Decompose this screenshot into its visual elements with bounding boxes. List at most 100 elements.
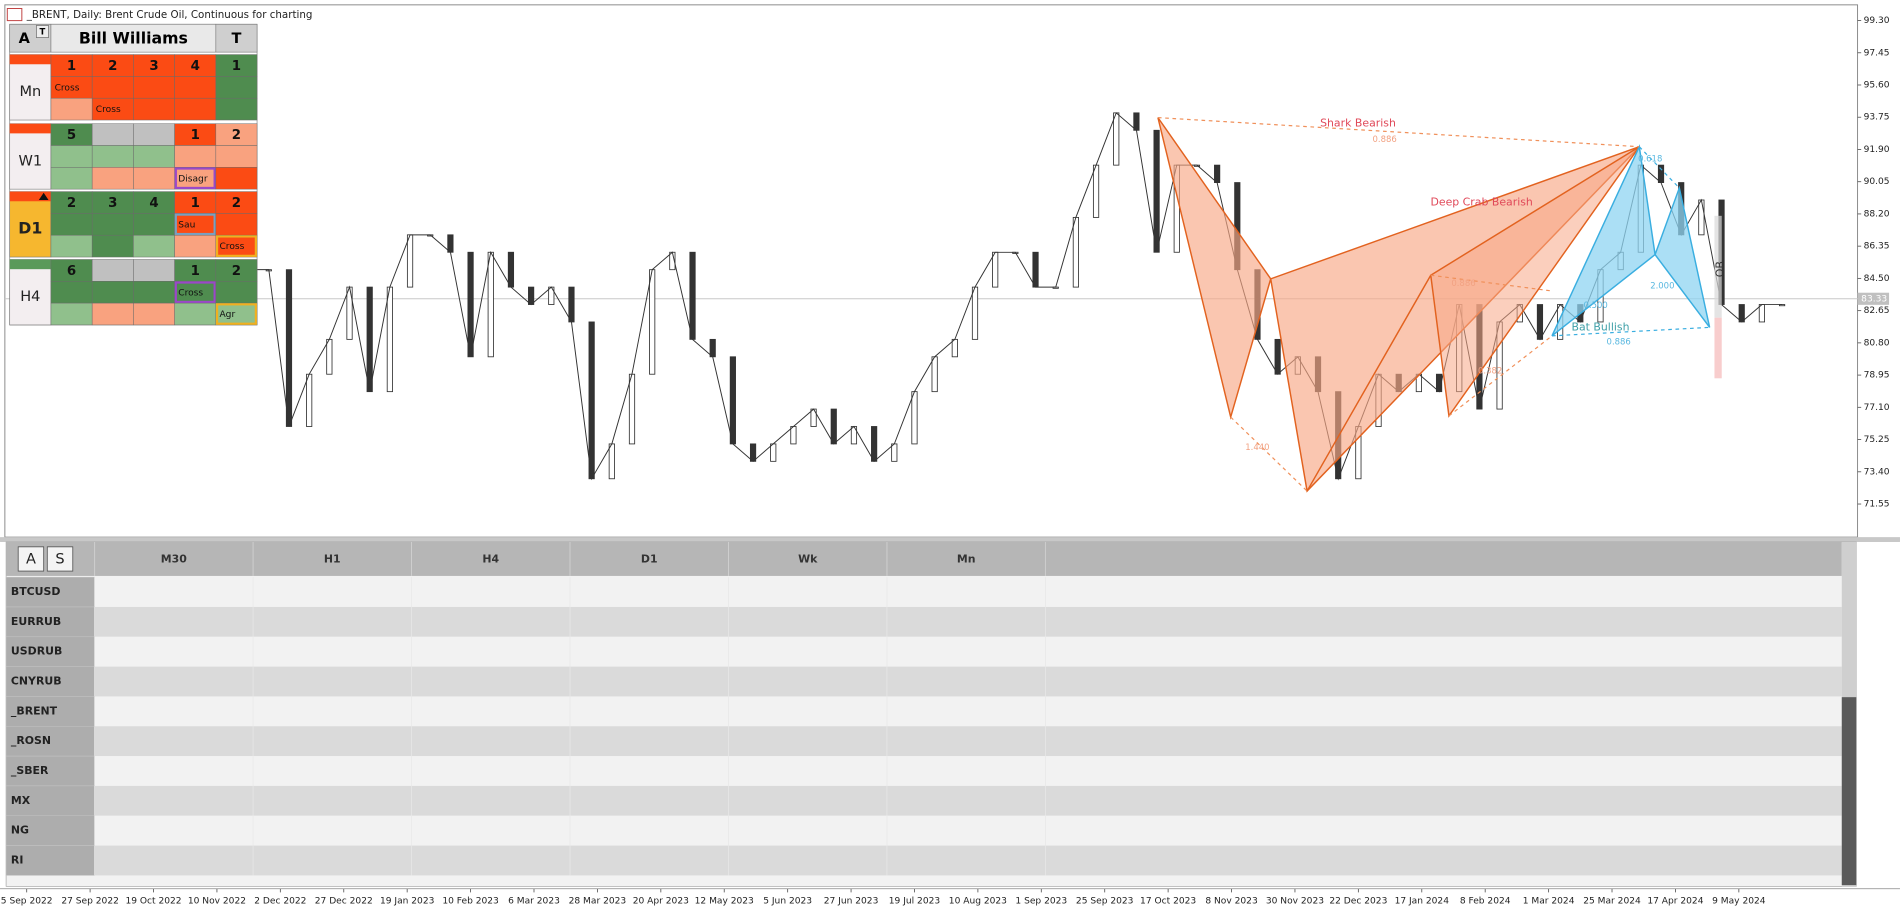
candle-body xyxy=(366,286,373,393)
symbol-cell xyxy=(5,726,95,757)
date-label: 19 Jul 2023 xyxy=(889,896,941,906)
signal-cell xyxy=(215,97,258,121)
watch-button-label[interactable]: S xyxy=(55,552,64,568)
column-header[interactable]: Mn xyxy=(957,553,976,566)
timeframe-cell xyxy=(9,54,52,121)
signal-count: 2 xyxy=(67,196,76,211)
current-price-label: 83.33 xyxy=(1861,294,1887,304)
signal-count: 4 xyxy=(149,196,158,211)
date-label: 1 Sep 2023 xyxy=(1015,896,1067,906)
pattern-line xyxy=(1638,146,1680,189)
signal-highlight xyxy=(174,167,216,190)
scrollbar-thumb[interactable] xyxy=(1841,697,1857,886)
signal-count: 2 xyxy=(232,264,241,279)
date-label: 8 Feb 2024 xyxy=(1460,896,1511,906)
date-label: 10 Aug 2023 xyxy=(949,896,1007,906)
signal-cell xyxy=(133,281,175,304)
symbol-label[interactable]: CNYRUB xyxy=(11,675,62,688)
watch-button-label[interactable]: A xyxy=(26,552,36,568)
candle-body xyxy=(306,373,313,427)
watch-button[interactable] xyxy=(17,546,45,572)
date-label: 17 Apr 2024 xyxy=(1647,896,1703,906)
price-label: 75.25 xyxy=(1864,435,1890,445)
candle-body xyxy=(1153,129,1160,253)
signal-highlight xyxy=(215,235,257,257)
pattern-label: Deep Crab Bearish xyxy=(1430,195,1532,208)
signal-highlight xyxy=(174,281,216,303)
signal-cell xyxy=(215,213,258,236)
signal-cell xyxy=(91,76,134,99)
symbol-label[interactable]: RI xyxy=(11,853,23,866)
date-label: 5 Jun 2023 xyxy=(763,896,812,906)
header-t: T xyxy=(231,31,241,47)
candle-body xyxy=(1738,304,1745,323)
symbol-label[interactable]: _BRENT xyxy=(11,704,58,717)
watch-header xyxy=(6,541,1842,576)
column-header[interactable]: H1 xyxy=(324,553,341,566)
price-label: 71.55 xyxy=(1864,500,1890,510)
pattern-label: 1.440 xyxy=(1245,442,1269,452)
candle-body xyxy=(447,234,454,253)
symbol-label[interactable]: NG xyxy=(11,824,29,837)
column-header[interactable]: Wk xyxy=(798,553,818,566)
column-header[interactable]: H4 xyxy=(482,553,499,566)
column-header[interactable]: D1 xyxy=(641,553,658,566)
panel-title: Bill Williams xyxy=(79,28,188,47)
date-label: 19 Oct 2022 xyxy=(125,896,181,906)
timeframe-strip xyxy=(9,123,51,134)
pattern-label: 0.382 xyxy=(1478,366,1502,376)
signal-note: Agr xyxy=(219,310,235,320)
date-label: 28 Mar 2023 xyxy=(569,896,627,906)
date-label: 30 Nov 2023 xyxy=(1266,896,1324,906)
watch-button[interactable] xyxy=(46,546,74,572)
watch-row xyxy=(94,756,1842,786)
signal-highlight xyxy=(174,213,216,236)
symbol-label[interactable]: BTCUSD xyxy=(11,585,61,598)
candle-body xyxy=(487,251,494,358)
signal-cell xyxy=(174,234,217,258)
timeframe-label: D1 xyxy=(18,219,42,238)
header-t-box[interactable] xyxy=(36,25,49,38)
price-label: 93.75 xyxy=(1864,113,1890,123)
signal-cell xyxy=(215,281,258,304)
splitter xyxy=(0,537,1900,542)
signal-cell xyxy=(215,234,258,258)
symbol-cell xyxy=(5,696,95,727)
candle-body xyxy=(1133,112,1140,131)
timeframe-label: W1 xyxy=(19,153,43,169)
candle-body xyxy=(689,251,696,340)
header-t-small: T xyxy=(40,27,46,37)
date-label: 10 Feb 2023 xyxy=(442,896,499,906)
price-label: 84.50 xyxy=(1864,274,1890,284)
column-header[interactable]: M30 xyxy=(161,553,187,566)
signal-cell xyxy=(215,145,258,168)
trend-arrow xyxy=(38,192,49,201)
watch-row xyxy=(94,636,1842,667)
candle-body xyxy=(891,443,898,462)
watch-row xyxy=(94,696,1842,727)
signal-cell xyxy=(133,302,175,326)
candle-body xyxy=(1032,251,1039,288)
candle-body xyxy=(1092,164,1100,218)
timeframe-strip xyxy=(9,54,51,65)
date-label: 25 Sep 2023 xyxy=(1076,896,1134,906)
signal-cell xyxy=(133,167,175,190)
harmonic-patterns: Shark Bearish 0.886 Deep Crab Bearish 1.440… xyxy=(1157,117,1727,493)
price-label: 73.40 xyxy=(1864,467,1890,477)
symbol-label[interactable]: EURRUB xyxy=(11,615,61,628)
symbol-label[interactable]: USDRUB xyxy=(11,645,62,658)
watch-row xyxy=(94,577,1842,607)
price-label: 86.35 xyxy=(1864,242,1890,252)
header-cell xyxy=(215,23,258,53)
symbol-label[interactable]: MX xyxy=(11,794,31,807)
date-label: 2 Dec 2022 xyxy=(254,896,306,906)
symbol-label[interactable]: _SBER xyxy=(11,764,49,777)
date-label: 17 Jan 2024 xyxy=(1395,896,1450,906)
symbol-label[interactable]: _ROSN xyxy=(11,734,51,747)
candle-body xyxy=(871,426,878,462)
signal-cell xyxy=(133,259,175,282)
candle-body xyxy=(1214,164,1221,183)
